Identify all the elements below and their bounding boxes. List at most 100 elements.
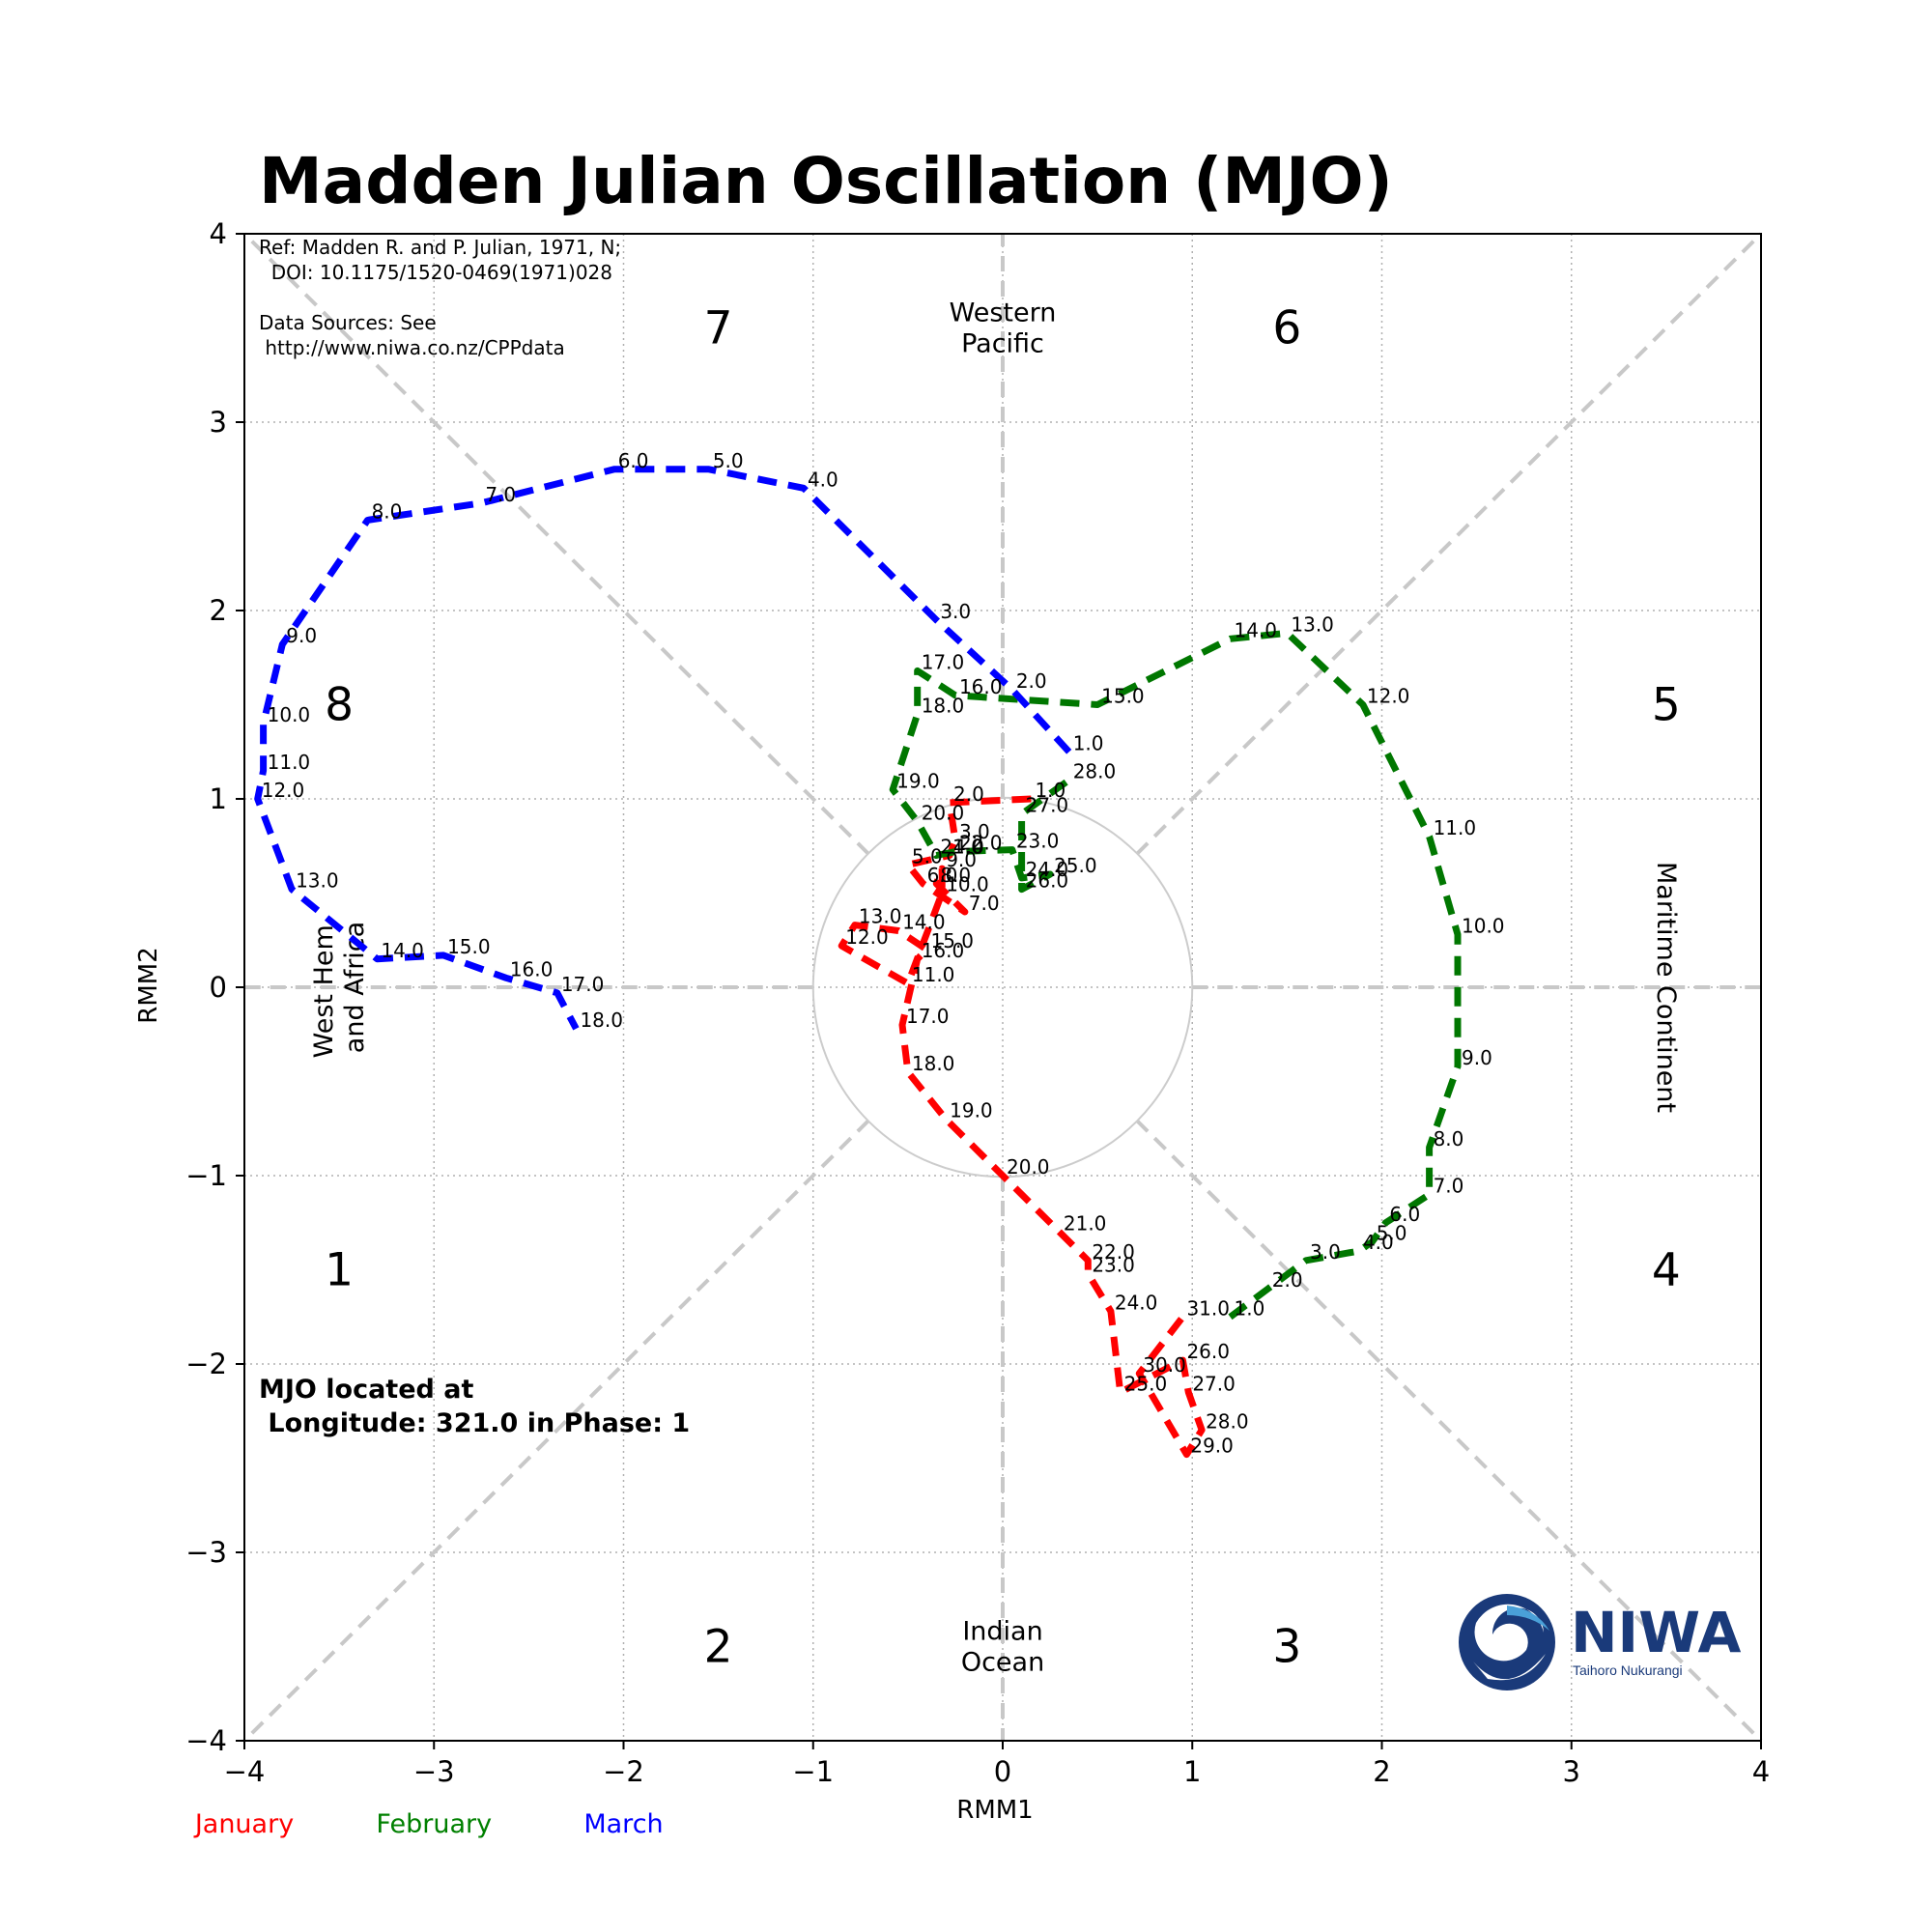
day-label: 4.0: [953, 836, 984, 859]
region-label-line: Ocean: [961, 1648, 1044, 1678]
day-label: 19.0: [950, 1099, 993, 1122]
phase-diagonal: [242, 1119, 870, 1743]
day-label: 21.0: [940, 836, 983, 859]
legend-month-march: March: [583, 1809, 663, 1839]
reference-line: DOI: 10.1175/1520-0469(1971)028: [259, 261, 612, 284]
x-tick-label: −1: [792, 1755, 834, 1788]
day-label: 4.0: [808, 468, 838, 491]
day-label: 25.0: [1124, 1372, 1168, 1395]
y-tick-label: 4: [210, 217, 227, 250]
day-label: 10.0: [268, 703, 311, 726]
day-label: 13.0: [1291, 612, 1334, 636]
x-tick-label: 2: [1373, 1755, 1390, 1788]
day-label: 14.0: [1235, 618, 1278, 641]
chart-title: Madden Julian Oscillation (MJO): [259, 144, 1393, 218]
day-label: 5.0: [713, 449, 744, 472]
series-line-january: [838, 795, 1206, 1459]
day-label: 21.0: [1064, 1212, 1107, 1236]
day-label: 3.0: [940, 600, 971, 623]
phase-diagonal: [242, 232, 870, 856]
day-label: 9.0: [946, 848, 977, 871]
axis-ticks: −4 −3 −2 −1 0 1 2 3 4 −4 −3 −2 −1 0 1 2 3 4: [185, 217, 1770, 1788]
day-label: 16.0: [959, 675, 1003, 698]
day-label: 7.0: [969, 892, 1000, 915]
region-label-line: Maritime Continent: [1651, 862, 1681, 1113]
legend-month-february: February: [376, 1809, 492, 1839]
reference-line: Data Sources: See: [259, 311, 437, 334]
point-labels: 1.02.03.04.05.06.07.08.09.010.011.012.01…: [262, 449, 1505, 1458]
day-label: 4.0: [1363, 1231, 1394, 1254]
day-label: 31.0: [1186, 1296, 1230, 1320]
region-label-line: Indian: [962, 1617, 1042, 1647]
day-label: 8.0: [1434, 1127, 1464, 1151]
region-label-line: West Hem.: [309, 917, 339, 1059]
day-label: 10.0: [1462, 914, 1505, 937]
day-label: 12.0: [845, 925, 889, 949]
x-tick-label: 4: [1752, 1755, 1770, 1788]
day-label: 17.0: [561, 973, 605, 996]
niwa-logo-tagline: Taihoro Nukurangi: [1573, 1662, 1683, 1678]
day-label: 16.0: [922, 939, 965, 962]
niwa-logo: NIWA Taihoro Nukurangi: [1459, 1594, 1741, 1690]
mjo-location-line1: MJO located at: [259, 1375, 473, 1405]
x-tick-label: 1: [1183, 1755, 1201, 1788]
region-label: West Hem. and Africa: [309, 917, 370, 1059]
day-label: 28.0: [1206, 1409, 1249, 1433]
mjo-location-line2: Longitude: 321.0 in Phase: 1: [259, 1408, 690, 1438]
niwa-swirl-icon: [1459, 1594, 1555, 1690]
phase-diagonal: [1135, 232, 1763, 856]
region-label: Maritime Continent: [1651, 862, 1681, 1113]
phase-number: 8: [325, 679, 354, 732]
day-label: 29.0: [1190, 1435, 1234, 1458]
day-label: 27.0: [1192, 1372, 1236, 1395]
day-label: 2.0: [1016, 669, 1047, 693]
day-label: 1.0: [1235, 1296, 1265, 1320]
day-label: 6.0: [1389, 1203, 1420, 1226]
phase-number: 4: [1652, 1244, 1681, 1297]
day-label: 26.0: [1026, 869, 1069, 893]
day-label: 28.0: [1073, 760, 1117, 783]
day-label: 2.0: [1272, 1268, 1303, 1292]
x-tick-label: 3: [1563, 1755, 1580, 1788]
y-tick-label: 3: [210, 406, 227, 439]
day-label: 11.0: [912, 963, 955, 986]
phase-number: 1: [325, 1244, 354, 1297]
phase-number: 6: [1272, 302, 1301, 355]
day-label: 12.0: [262, 779, 305, 802]
legend-month-january: January: [193, 1809, 294, 1839]
day-label: 15.0: [931, 929, 975, 952]
day-label: 1.0: [1073, 731, 1104, 754]
reference-line: Ref: Madden R. and P. Julian, 1971, N;: [259, 236, 621, 259]
reference-line: http://www.niwa.co.nz/CPPdata: [259, 336, 565, 359]
day-label: 16.0: [510, 957, 554, 980]
day-label: 15.0: [1101, 685, 1145, 708]
day-label: 14.0: [902, 911, 946, 934]
phase-number: 7: [704, 302, 733, 355]
day-label: 7.0: [485, 483, 516, 506]
series-line-march: [254, 466, 1072, 1031]
day-label: 5.0: [1377, 1221, 1407, 1244]
series-line-february: [889, 629, 1462, 1321]
mjo-location-info: MJO located at Longitude: 321.0 in Phase…: [259, 1375, 690, 1438]
day-label: 25.0: [1054, 854, 1097, 877]
y-tick-label: −1: [185, 1159, 227, 1192]
day-label: 11.0: [268, 751, 311, 774]
day-label: 13.0: [859, 905, 902, 928]
phase-number: 3: [1272, 1621, 1301, 1674]
day-label: 3.0: [1310, 1240, 1341, 1264]
x-tick-label: 0: [994, 1755, 1011, 1788]
y-tick-label: 0: [210, 971, 227, 1004]
phase-diagonal: [1135, 1119, 1763, 1743]
day-label: 24.0: [1026, 858, 1069, 881]
day-label: 9.0: [286, 624, 317, 647]
day-label: 17.0: [922, 650, 965, 673]
reference-text: Ref: Madden R. and P. Julian, 1971, N; D…: [259, 236, 621, 359]
day-label: 18.0: [922, 694, 965, 717]
region-label-line: Pacific: [961, 329, 1044, 359]
day-label: 6.0: [927, 864, 958, 887]
day-label: 8.0: [940, 864, 971, 887]
